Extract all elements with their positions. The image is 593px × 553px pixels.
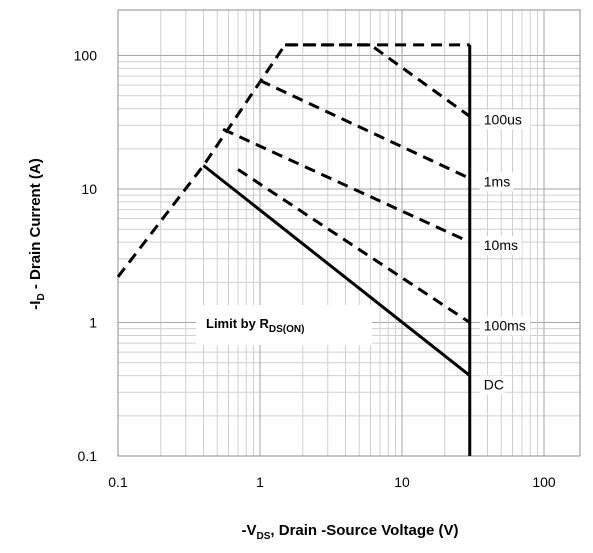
y-tick-label: 100 [74,48,98,64]
x-axis-title-part1: -V [242,522,257,539]
series-line-1ms [259,79,471,180]
y-tick-label: 10 [81,181,97,197]
x-tick-label: 10 [394,474,410,490]
series-label-100ms: 100ms [484,318,526,334]
series-line-100ms [237,168,471,324]
x-tick-label: 1 [256,474,264,490]
x-tick-label: 0.1 [108,474,128,490]
series-line-dc [202,164,471,377]
series-label-100us: 100us [484,111,522,127]
x-tick-labels: 0.1 1 10 100 [108,474,556,490]
series-line-10ms [222,127,471,244]
series-label-bg [479,172,514,192]
limit-label: Limit by RDS(ON) [206,316,304,335]
series-label-bg [479,236,522,256]
y-axis-title-part1: -I [27,301,44,310]
series-label-bg [479,316,531,336]
series-label-10ms: 10ms [484,237,518,253]
series-line-100us [285,43,471,118]
plot-border [117,9,581,457]
plot-background [118,10,580,456]
y-tick-label: 1 [89,315,97,331]
x-tick-label: 100 [532,474,556,490]
limit-label-main: Limit by R [206,316,269,331]
series-label-1ms: 1ms [484,173,510,189]
y-tick-labels: 0.1 1 10 100 [74,48,98,465]
series-label-bg [479,375,505,395]
y-axis-title: -ID - Drain Current (A) [27,158,47,309]
limit-line [116,43,470,278]
limit-label-sub: DS(ON) [269,324,305,335]
y-axis-title-sub: D [36,293,47,300]
series-label-dc: DC [484,377,504,393]
limit-label-bg [196,305,372,345]
series-lines [116,43,472,456]
x-axis-title-sub: DS [257,531,271,542]
x-axis-title: -VDS, Drain -Source Voltage (V) [242,522,459,542]
series-label-bg [479,110,531,130]
series-labels: 100us 1ms 10ms 100ms DC [479,110,531,395]
x-axis-title-part3: , Drain -Source Voltage (V) [270,522,458,539]
y-axis-title-part3: - Drain Current (A) [27,158,44,293]
y-tick-label: 0.1 [78,448,98,464]
